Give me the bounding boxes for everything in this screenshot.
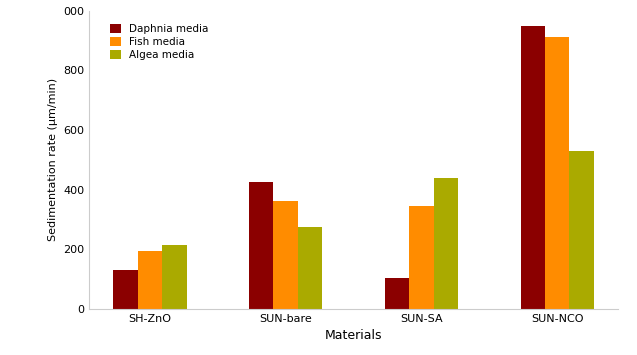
Bar (409, 206, 434, 309)
Legend: Daphnia media, Fish media, Algea media: Daphnia media, Fish media, Algea media (105, 19, 213, 66)
Bar (113, 270, 138, 309)
Bar (545, 38, 569, 309)
Y-axis label: Sedimentation rate (μm/min): Sedimentation rate (μm/min) (48, 78, 57, 241)
Bar (569, 151, 594, 309)
Bar (273, 202, 298, 309)
Bar (162, 245, 187, 309)
Bar (520, 26, 545, 309)
Bar (249, 182, 273, 309)
Bar (434, 178, 458, 309)
Bar (298, 227, 322, 309)
Bar (138, 251, 162, 309)
X-axis label: Materials: Materials (325, 329, 382, 342)
Bar (385, 278, 409, 309)
